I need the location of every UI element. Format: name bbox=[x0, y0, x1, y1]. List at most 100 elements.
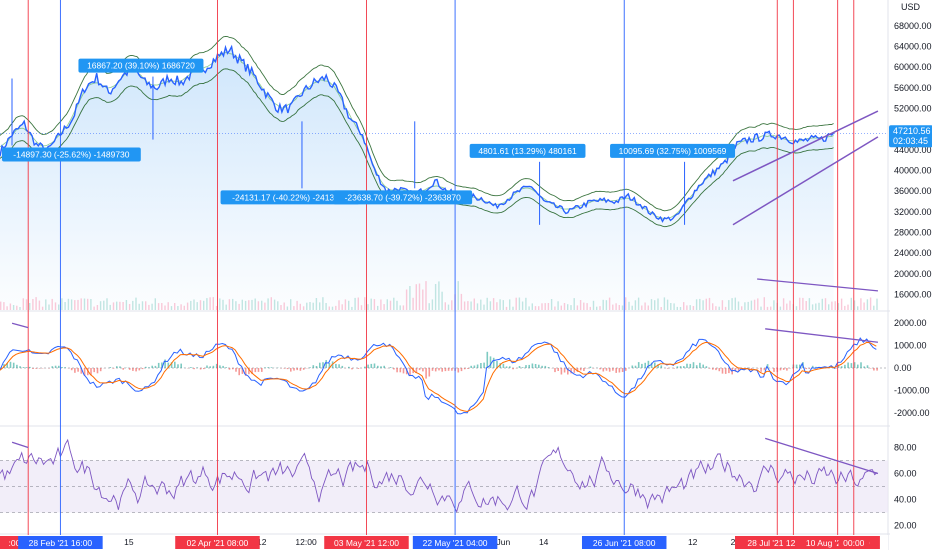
macd-histogram-bar bbox=[782, 368, 785, 370]
volume-bar bbox=[186, 302, 189, 310]
volume-bar bbox=[712, 303, 714, 310]
volume-bar bbox=[744, 302, 746, 310]
measure-label: 4801.61 (13.29%) 480161 bbox=[478, 146, 577, 156]
volume-bar bbox=[679, 307, 682, 310]
macd-histogram-bar bbox=[489, 356, 492, 368]
volume-bar bbox=[686, 305, 688, 310]
macd-histogram-bar bbox=[373, 363, 376, 368]
macd-histogram-bar bbox=[647, 360, 650, 368]
time-marker-box[interactable] bbox=[581, 536, 667, 549]
macd-histogram-bar bbox=[525, 365, 527, 368]
volume-bar bbox=[106, 298, 108, 310]
macd-histogram-bar bbox=[660, 365, 663, 368]
volume-bar bbox=[869, 297, 872, 310]
measure-label-box[interactable] bbox=[78, 58, 204, 73]
macd-histogram-bar bbox=[621, 368, 624, 372]
volume-bar bbox=[135, 297, 137, 310]
macd-histogram-bar bbox=[206, 365, 208, 368]
volume-bar bbox=[741, 306, 743, 310]
macd-histogram-bar bbox=[64, 367, 66, 368]
macd-histogram-bar bbox=[476, 364, 479, 368]
macd-histogram-bar bbox=[264, 367, 266, 368]
volume-bar bbox=[492, 298, 495, 310]
volume-bar bbox=[87, 298, 89, 310]
price-trendline[interactable] bbox=[732, 136, 879, 226]
macd-histogram-bar bbox=[518, 366, 521, 368]
bar-countdown: 02:03:45 bbox=[893, 136, 928, 146]
volume-bar bbox=[518, 297, 521, 310]
volume-bar bbox=[109, 304, 111, 310]
macd-histogram-bar bbox=[93, 368, 95, 373]
macd-histogram-bar bbox=[876, 368, 878, 371]
time-marker-box[interactable] bbox=[18, 536, 103, 549]
time-marker-box[interactable] bbox=[324, 536, 409, 549]
macd-histogram-bar bbox=[834, 368, 837, 369]
volume-bar bbox=[222, 299, 224, 310]
macd-histogram-bar bbox=[135, 368, 137, 372]
volume-bar bbox=[634, 300, 637, 310]
volume-bar bbox=[235, 301, 237, 310]
measure-label-box[interactable] bbox=[610, 143, 736, 158]
volume-bar bbox=[731, 298, 733, 310]
macd-histogram-bar bbox=[554, 368, 556, 373]
volume-bar bbox=[509, 299, 511, 310]
price-trendline[interactable] bbox=[732, 110, 879, 182]
price-tick-label: 20000.00 bbox=[894, 269, 932, 279]
volume-bar bbox=[16, 305, 18, 310]
volume-bar bbox=[431, 299, 434, 310]
volume-bar bbox=[750, 300, 753, 310]
time-marker-box[interactable] bbox=[175, 536, 260, 549]
volume-bar bbox=[496, 302, 498, 310]
measure-label-box[interactable] bbox=[2, 147, 141, 162]
macd-trendline[interactable] bbox=[11, 322, 29, 329]
macd-histogram-bar bbox=[699, 362, 701, 368]
macd-histogram-bar bbox=[815, 366, 817, 368]
current-price-tag[interactable] bbox=[889, 125, 932, 148]
macd-trendline[interactable] bbox=[765, 328, 879, 343]
volume-bar bbox=[786, 303, 788, 310]
time-marker-box[interactable] bbox=[412, 536, 498, 549]
measure-label-box[interactable] bbox=[333, 190, 473, 205]
macd-histogram-bar bbox=[16, 364, 18, 368]
volume-bar bbox=[573, 298, 575, 310]
macd-histogram-bar bbox=[244, 368, 247, 376]
macd-histogram-bar bbox=[61, 367, 63, 368]
volume-bar bbox=[644, 302, 646, 310]
macd-histogram-bar bbox=[673, 368, 675, 369]
volume-bar bbox=[248, 300, 250, 310]
time-marker-box[interactable] bbox=[838, 536, 870, 549]
price-axis-bg bbox=[890, 0, 932, 550]
macd-histogram-bar bbox=[473, 365, 476, 368]
macd-histogram-bar bbox=[164, 359, 166, 368]
macd-histogram-bar bbox=[251, 368, 253, 375]
measure-label-box[interactable] bbox=[469, 143, 586, 158]
macd-line bbox=[0, 337, 877, 415]
volume-bar bbox=[853, 300, 856, 310]
volume-bar bbox=[48, 304, 50, 310]
macd-histogram-bar bbox=[296, 368, 298, 371]
macd-histogram-bar bbox=[857, 364, 859, 368]
volume-bar bbox=[199, 300, 202, 310]
macd-histogram-bar bbox=[705, 366, 708, 368]
measure-label-box[interactable] bbox=[220, 190, 360, 205]
macd-histogram-bar bbox=[51, 366, 54, 368]
volume-bar bbox=[876, 298, 878, 310]
macd-histogram-bar bbox=[286, 368, 289, 370]
macd-histogram-bar bbox=[351, 368, 353, 370]
rsi-trendline[interactable] bbox=[764, 437, 879, 475]
volume-bar bbox=[808, 298, 811, 310]
macd-histogram-bar bbox=[199, 368, 202, 370]
volume-bar bbox=[116, 301, 118, 310]
volume-bar bbox=[348, 300, 350, 310]
volume-bar bbox=[125, 300, 128, 310]
macd-histogram-bar bbox=[579, 368, 582, 371]
volume-bar bbox=[425, 281, 427, 310]
volume-bar bbox=[460, 293, 463, 310]
volume-bar bbox=[370, 298, 372, 310]
volume-trendline[interactable] bbox=[757, 278, 879, 292]
volume-bar bbox=[831, 301, 833, 310]
volume-bar bbox=[196, 302, 198, 310]
price-tick-label: 36000.00 bbox=[894, 186, 932, 196]
rsi-trendline[interactable] bbox=[11, 441, 29, 449]
